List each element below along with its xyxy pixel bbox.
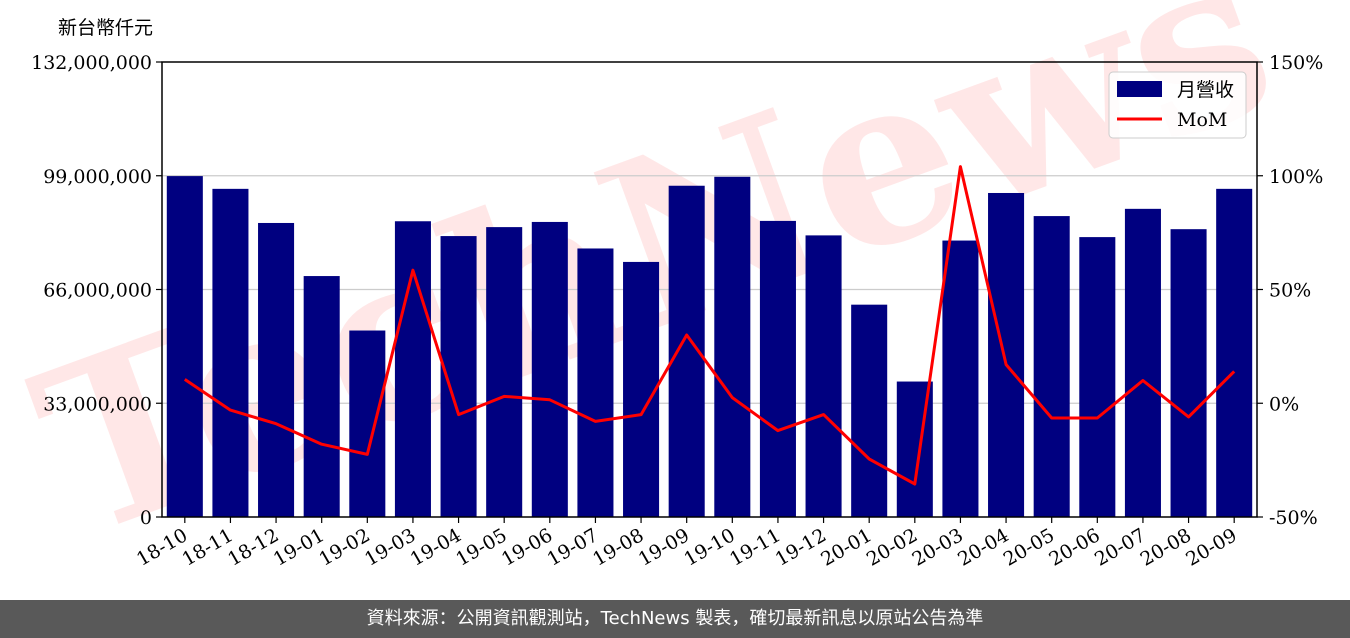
x-tick-label: 20-04 — [954, 524, 1012, 570]
x-tick-label: 19-08 — [589, 524, 647, 570]
legend-label-line: MoM — [1177, 109, 1227, 131]
x-tick-label: 19-03 — [361, 524, 419, 570]
left-tick-label: 66,000,000 — [43, 280, 152, 302]
bar-series — [166, 176, 1253, 518]
bar — [1124, 208, 1161, 517]
bar — [759, 220, 796, 517]
x-tick-label: 19-07 — [543, 524, 601, 570]
bar — [303, 276, 340, 517]
x-tick-label: 19-10 — [680, 524, 738, 570]
right-tick-label: 150% — [1269, 52, 1323, 74]
left-tick-label: 132,000,000 — [31, 52, 152, 74]
x-tick-label: 19-06 — [498, 524, 556, 570]
footer-source: 資料來源：公開資訊觀測站，TechNews 製表，確切最新訊息以原站公告為準 — [0, 600, 1350, 638]
x-tick-label: 19-11 — [726, 524, 784, 570]
left-tick-label: 0 — [140, 507, 152, 529]
bar — [942, 240, 979, 517]
bar — [1216, 188, 1253, 517]
legend: 月營收 MoM — [1108, 71, 1247, 139]
right-tick-label: 50% — [1269, 280, 1311, 302]
y-axis-label: 新台幣仟元 — [58, 17, 153, 39]
right-tick-label: 0% — [1269, 393, 1299, 415]
x-axis: 18-1018-1118-1219-0119-0219-0319-0419-05… — [133, 517, 1241, 571]
bar — [486, 227, 523, 517]
x-tick-label: 20-05 — [1000, 524, 1058, 570]
left-axis: 0 33,000,000 66,000,000 99,000,000 132,000,0… — [31, 52, 162, 529]
bar — [623, 261, 660, 517]
bar — [166, 176, 203, 517]
bar — [1170, 229, 1207, 517]
x-tick-label: 20-06 — [1045, 524, 1103, 570]
chart: TechNews 033,000,00066,000,00099,000,000… — [6, 0, 1324, 590]
right-tick-label: -50% — [1269, 507, 1318, 529]
bar — [988, 192, 1025, 517]
x-tick-label: 20-08 — [1137, 524, 1195, 570]
x-tick-label: 20-07 — [1091, 524, 1149, 570]
bar — [851, 304, 888, 517]
x-tick-label: 20-03 — [908, 524, 966, 570]
x-tick-label: 20-01 — [817, 524, 875, 570]
bar — [394, 221, 431, 517]
x-tick-label: 19-01 — [270, 524, 328, 570]
x-tick-label: 20-09 — [1182, 524, 1240, 570]
legend-swatch-bar — [1117, 81, 1162, 97]
x-tick-label: 19-04 — [407, 524, 465, 570]
right-tick-label: 100% — [1269, 166, 1323, 188]
left-tick-label: 99,000,000 — [43, 166, 152, 188]
bar — [1079, 237, 1116, 517]
bar — [805, 235, 842, 517]
x-tick-label: 19-09 — [635, 524, 693, 570]
x-tick-label: 19-05 — [452, 524, 510, 570]
legend-label-bar: 月營收 — [1177, 79, 1234, 101]
bar — [1033, 216, 1070, 518]
bar — [577, 248, 614, 517]
x-tick-label: 20-02 — [863, 524, 921, 570]
mom-line — [183, 165, 1236, 486]
bar — [258, 222, 295, 517]
x-tick-label: 19-02 — [315, 524, 373, 570]
line-series — [183, 165, 1236, 486]
bar — [212, 188, 249, 517]
grid — [162, 175, 1257, 404]
bar — [714, 176, 751, 517]
left-tick-label: 33,000,000 — [43, 393, 152, 415]
bar — [349, 330, 386, 517]
right-axis: -50% 0% 50% 100% 150% — [1257, 52, 1323, 529]
bar — [531, 221, 568, 517]
x-tick-label: 19-12 — [772, 524, 830, 570]
